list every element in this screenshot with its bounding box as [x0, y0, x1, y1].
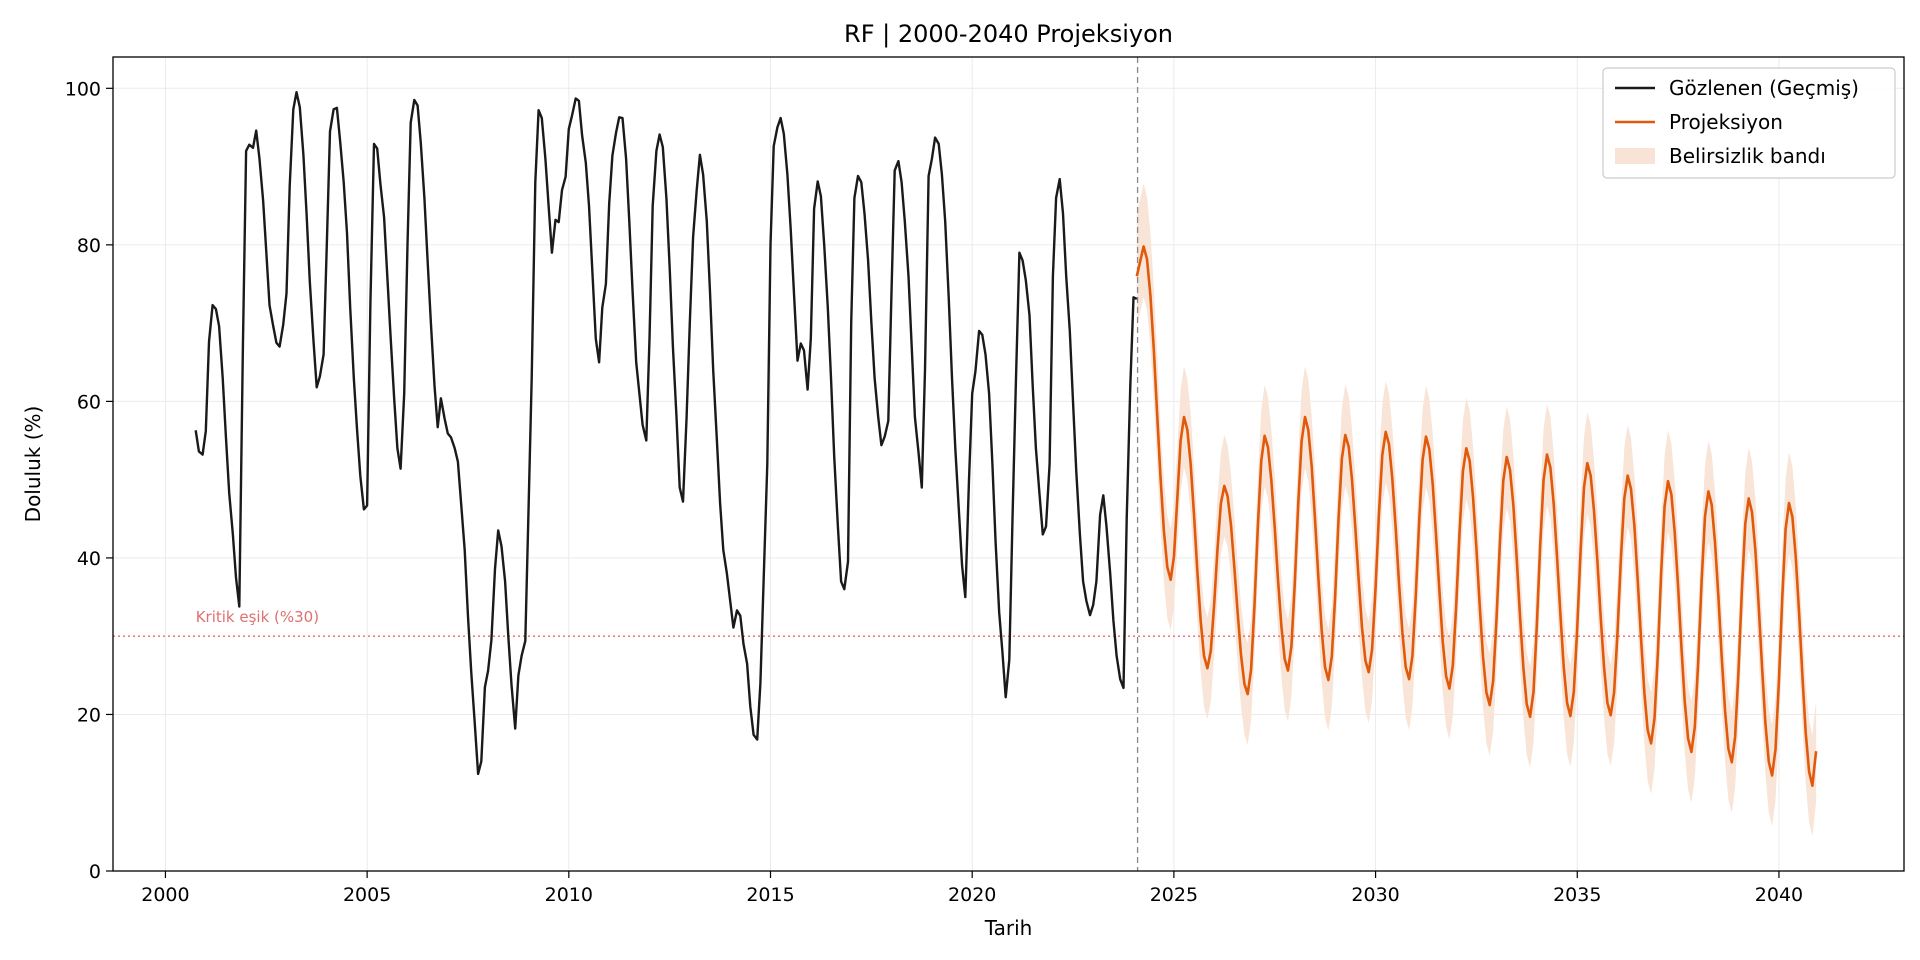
y-tick-label: 60	[77, 391, 101, 413]
legend-swatch-patch	[1615, 148, 1655, 164]
y-tick-label: 0	[89, 861, 101, 883]
y-tick-label: 80	[77, 235, 101, 257]
axis-ticks: 2000 2005 2010 2015 2020 2025 2030 2035 20400204…	[65, 78, 1803, 906]
chart-title: RF | 2000-2040 Projeksiyon	[844, 20, 1173, 48]
x-tick-label: 2035	[1553, 884, 1601, 906]
y-tick-label: 40	[77, 548, 101, 570]
y-axis-title: Doluluk (%)	[21, 406, 45, 523]
x-tick-label: 2030	[1351, 884, 1399, 906]
uncertainty-band-layer	[1136, 183, 1817, 837]
legend: Gözlenen (Geçmiş) Projeksiyon Belirsizlik …	[1602, 67, 1896, 179]
x-tick-label: 2040	[1755, 884, 1803, 906]
legend-label: Belirsizlik bandı	[1669, 144, 1826, 168]
legend-box	[1602, 67, 1896, 179]
x-tick-label: 2015	[746, 884, 794, 906]
x-axis-title: Tarih	[984, 916, 1033, 940]
legend-label: Projeksiyon	[1669, 110, 1783, 134]
threshold-layer: Kritik eşik (%30)	[113, 57, 1904, 871]
critical-threshold-label: Kritik eşik (%30)	[196, 608, 319, 626]
plot-frame	[112, 56, 1905, 872]
y-tick-label: 100	[65, 78, 101, 100]
x-tick-label: 2005	[343, 884, 391, 906]
projection-series-line	[1135, 245, 1818, 787]
x-tick-label: 2000	[141, 884, 189, 906]
x-tick-label: 2020	[948, 884, 996, 906]
uncertainty-band	[1136, 183, 1817, 837]
series-layer	[194, 91, 1818, 787]
observed-series-line	[194, 91, 1138, 776]
x-tick-label: 2025	[1150, 884, 1198, 906]
y-tick-label: 20	[77, 704, 101, 726]
legend-label: Gözlenen (Geçmiş)	[1669, 76, 1859, 100]
x-tick-label: 2010	[545, 884, 593, 906]
